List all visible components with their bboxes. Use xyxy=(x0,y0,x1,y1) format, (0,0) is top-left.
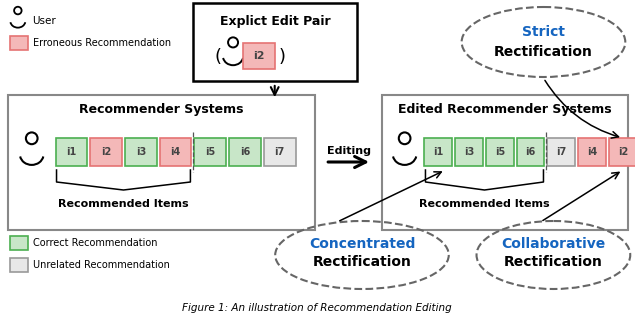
Bar xyxy=(516,138,545,166)
Text: Rectification: Rectification xyxy=(494,45,593,59)
Text: Rectification: Rectification xyxy=(504,255,603,269)
Bar xyxy=(56,138,87,166)
Text: (: ( xyxy=(214,48,221,66)
Text: i2: i2 xyxy=(101,147,111,157)
Text: Erroneous Recommendation: Erroneous Recommendation xyxy=(33,38,171,48)
Bar xyxy=(264,138,296,166)
Bar xyxy=(424,138,452,166)
Bar xyxy=(10,236,28,250)
Text: i3: i3 xyxy=(464,147,474,157)
Text: i6: i6 xyxy=(240,147,250,157)
Text: i3: i3 xyxy=(136,147,146,157)
Bar xyxy=(243,43,275,69)
Bar xyxy=(455,138,483,166)
Text: Recommender Systems: Recommender Systems xyxy=(79,102,244,116)
Text: i7: i7 xyxy=(275,147,285,157)
Bar xyxy=(193,3,357,81)
Text: i6: i6 xyxy=(525,147,536,157)
Text: i4: i4 xyxy=(170,147,180,157)
Bar xyxy=(159,138,191,166)
Text: i5: i5 xyxy=(495,147,505,157)
Bar xyxy=(125,138,157,166)
Bar xyxy=(547,138,575,166)
Text: Explict Edit Pair: Explict Edit Pair xyxy=(220,14,330,27)
Bar xyxy=(8,95,316,230)
Text: Unrelated Recommendation: Unrelated Recommendation xyxy=(33,260,170,270)
Bar xyxy=(382,95,628,230)
Text: i2: i2 xyxy=(253,51,264,61)
Text: Edited Recommender Systems: Edited Recommender Systems xyxy=(398,102,612,116)
Text: Figure 1: An illustration of Recommendation Editing: Figure 1: An illustration of Recommendat… xyxy=(182,303,452,313)
Text: i5: i5 xyxy=(205,147,216,157)
Text: Correct Recommendation: Correct Recommendation xyxy=(33,238,157,248)
Bar xyxy=(195,138,226,166)
Text: User: User xyxy=(32,16,56,26)
Text: ): ) xyxy=(278,48,285,66)
Bar xyxy=(90,138,122,166)
Text: i4: i4 xyxy=(587,147,597,157)
Bar xyxy=(10,36,28,50)
Text: Concentrated: Concentrated xyxy=(308,237,415,251)
Bar xyxy=(609,138,637,166)
Text: i2: i2 xyxy=(618,147,628,157)
Text: Collaborative: Collaborative xyxy=(501,237,605,251)
Text: Recommended Items: Recommended Items xyxy=(419,199,550,209)
Bar xyxy=(10,258,28,272)
Bar xyxy=(578,138,606,166)
Text: Recommended Items: Recommended Items xyxy=(58,199,189,209)
Text: i7: i7 xyxy=(556,147,566,157)
Text: i1: i1 xyxy=(67,147,77,157)
Text: i1: i1 xyxy=(433,147,444,157)
Text: Editing: Editing xyxy=(327,146,371,156)
Bar xyxy=(486,138,514,166)
Text: Rectification: Rectification xyxy=(312,255,412,269)
Text: Strict: Strict xyxy=(522,25,565,39)
Bar xyxy=(229,138,261,166)
